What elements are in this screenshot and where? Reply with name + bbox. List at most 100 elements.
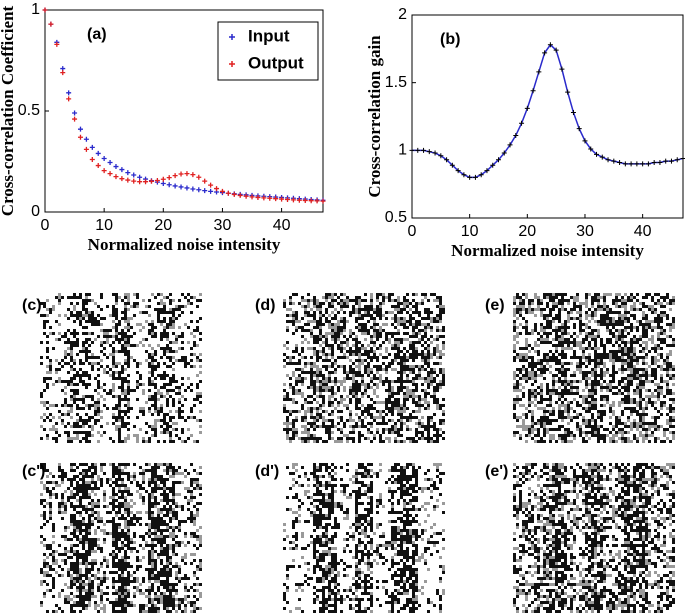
legend-marker	[229, 34, 235, 40]
data-point	[461, 172, 467, 178]
data-point	[542, 50, 548, 56]
data-point	[160, 176, 166, 182]
noise-image-grey	[40, 463, 202, 613]
plot-frame	[411, 14, 684, 219]
data-point	[308, 198, 314, 204]
data-point	[409, 147, 415, 153]
data-point	[190, 186, 196, 192]
data-point	[208, 188, 214, 194]
noise-image-dark	[40, 293, 202, 443]
noise-image-grey	[283, 293, 445, 443]
data-point	[202, 188, 208, 194]
data-point	[296, 197, 302, 203]
data-point	[501, 150, 507, 156]
data-point	[513, 132, 519, 138]
x-tick-label: 20	[518, 223, 536, 240]
y-tick-label: 1.5	[385, 74, 407, 91]
data-point	[320, 198, 326, 204]
data-point	[166, 182, 172, 188]
data-point	[576, 126, 582, 132]
data-point	[495, 157, 501, 163]
data-point	[172, 183, 178, 189]
data-point	[225, 190, 231, 196]
x-axis-label: Normalized noise intensity	[451, 241, 644, 260]
data-point	[243, 193, 249, 199]
data-point	[472, 174, 478, 180]
data-point	[553, 47, 559, 53]
legend-label: Output	[248, 53, 304, 72]
data-point	[172, 173, 178, 179]
noise-image-dark	[40, 463, 202, 613]
legend-box	[217, 21, 319, 81]
data-point	[426, 149, 432, 155]
data-point	[547, 42, 553, 48]
data-point	[101, 155, 107, 161]
data-point	[60, 70, 66, 76]
y-tick-label: 2	[398, 6, 407, 23]
data-point	[72, 116, 78, 122]
data-point	[95, 150, 101, 156]
data-point	[208, 182, 214, 188]
data-point	[214, 186, 220, 192]
data-point	[95, 163, 101, 169]
x-tick-label: 0	[41, 217, 50, 234]
data-point	[617, 160, 623, 166]
data-point	[77, 126, 83, 132]
data-point	[290, 197, 296, 203]
data-point	[490, 162, 496, 168]
data-point	[255, 194, 261, 200]
panel-label: (e)	[485, 297, 505, 314]
data-point	[565, 89, 571, 95]
panel-label: (c')	[22, 463, 45, 480]
data-point	[137, 174, 143, 180]
data-point	[507, 142, 513, 148]
data-line	[412, 43, 684, 179]
data-point	[131, 178, 137, 184]
noise-image-grey	[283, 463, 445, 613]
data-point	[582, 138, 588, 144]
data-point	[131, 172, 137, 178]
data-point	[536, 69, 542, 75]
panel-label: (e')	[485, 463, 508, 480]
data-point	[651, 160, 657, 166]
data-point	[519, 120, 525, 126]
data-point	[66, 96, 72, 102]
data-point	[524, 105, 530, 111]
data-point	[674, 157, 680, 163]
noise-image-grey	[513, 463, 675, 613]
x-tick-label: 0	[408, 223, 417, 240]
data-point	[54, 41, 60, 47]
data-point	[231, 191, 237, 197]
data-point	[261, 195, 267, 201]
data-point	[160, 181, 166, 187]
data-point	[107, 171, 113, 177]
data-point	[467, 174, 473, 180]
noise-image-dark	[283, 293, 445, 443]
data-point	[668, 158, 674, 164]
data-point	[478, 172, 484, 178]
x-tick-label: 10	[95, 217, 113, 234]
data-point	[48, 21, 54, 27]
data-point	[432, 150, 438, 156]
x-tick-label: 30	[214, 217, 232, 234]
data-point	[178, 184, 184, 190]
y-tick-label: 1	[31, 1, 40, 18]
x-tick-label: 10	[461, 223, 479, 240]
panel-label: (c)	[22, 297, 42, 314]
data-point	[101, 168, 107, 174]
data-point	[628, 161, 634, 167]
data-point	[444, 157, 450, 163]
y-tick-label: 0.5	[18, 102, 40, 119]
data-point	[89, 156, 95, 162]
data-point	[611, 158, 617, 164]
legend-marker	[229, 61, 235, 67]
data-point	[594, 151, 600, 157]
data-point	[148, 178, 154, 184]
data-point	[415, 147, 421, 153]
data-point	[107, 160, 113, 166]
data-point	[89, 144, 95, 150]
data-point	[72, 110, 78, 116]
noise-image-dark	[283, 463, 445, 613]
data-point	[449, 162, 455, 168]
